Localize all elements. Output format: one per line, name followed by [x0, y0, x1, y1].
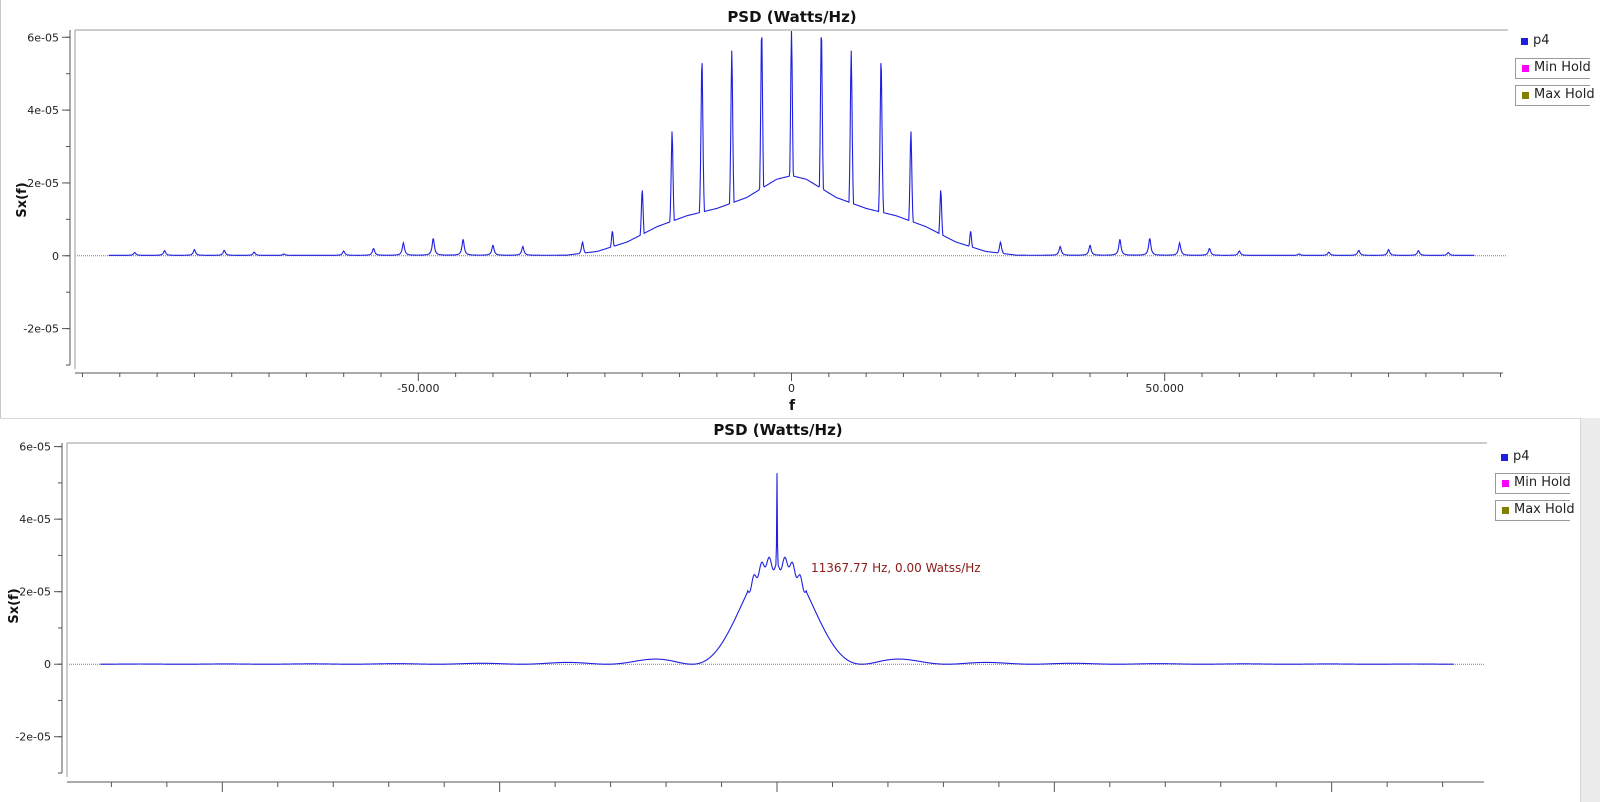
y-axis-label: Sx(f): [7, 588, 22, 623]
max-hold-swatch-icon: [1502, 507, 1509, 514]
x-tick-label: 0: [788, 382, 795, 395]
top-psd-panel: PSD (Watts/Hz) Sx(f) f -2e-05 0 2e-05 4e-05 6e-…: [0, 0, 1600, 418]
top-psd-chart[interactable]: PSD (Watts/Hz) Sx(f) f -2e-05 0 2e-05 4e-05 6e-…: [0, 0, 1600, 418]
y-axis-label: Sx(f): [15, 182, 30, 217]
y-tick-label: 6e-05: [27, 31, 59, 44]
legend-label: Max Hold: [1514, 502, 1575, 517]
legend-item-min-hold[interactable]: Min Hold: [1515, 58, 1591, 79]
legend-label: p4: [1533, 33, 1550, 48]
min-hold-swatch-icon: [1522, 65, 1529, 72]
panel-divider: [0, 418, 1580, 419]
p4-trace: [100, 473, 1454, 665]
chart-title: PSD (Watts/Hz): [713, 421, 842, 439]
legend-label: p4: [1513, 449, 1530, 464]
y-tick-label: 6e-05: [19, 441, 51, 454]
bottom-psd-chart[interactable]: PSD (Watts/Hz) Sx(f) -2e-05 0 2e-05 4e-05 6e-0…: [0, 418, 1580, 802]
y-tick-label: 4e-05: [27, 104, 59, 117]
p4-trace: [108, 30, 1475, 256]
p4-swatch-icon: [1501, 454, 1508, 461]
max-hold-swatch-icon: [1522, 92, 1529, 99]
panel-left-edge: [0, 0, 1, 418]
legend-item-p4[interactable]: p4: [1515, 32, 1589, 51]
chart-title: PSD (Watts/Hz): [727, 8, 856, 26]
bottom-psd-panel: PSD (Watts/Hz) Sx(f) -2e-05 0 2e-05 4e-05 6e-0…: [0, 418, 1600, 802]
legend-label: Min Hold: [1534, 60, 1591, 75]
x-tick-label: 50.000: [1145, 382, 1184, 395]
legend-item-min-hold[interactable]: Min Hold: [1495, 473, 1571, 494]
y-tick-label: -2e-05: [15, 731, 51, 744]
x-tick-label: -50.000: [397, 382, 439, 395]
y-tick-label: -2e-05: [23, 323, 59, 336]
legend-item-max-hold[interactable]: Max Hold: [1515, 85, 1595, 106]
y-tick-label: 4e-05: [19, 513, 51, 526]
legend-label: Min Hold: [1514, 475, 1571, 490]
y-tick-label: 0: [44, 658, 51, 671]
legend-item-p4[interactable]: p4: [1495, 448, 1569, 467]
x-axis-label: f: [789, 398, 796, 414]
vertical-scrollbar[interactable]: [1580, 418, 1600, 802]
y-tick-label: 0: [52, 250, 59, 263]
p4-swatch-icon: [1521, 38, 1528, 45]
legend-item-max-hold[interactable]: Max Hold: [1495, 500, 1575, 521]
y-tick-label: 2e-05: [27, 177, 59, 190]
min-hold-swatch-icon: [1502, 480, 1509, 487]
legend-label: Max Hold: [1534, 87, 1595, 102]
marker-readout: 11367.77 Hz, 0.00 Watss/Hz: [811, 561, 981, 575]
y-tick-label: 2e-05: [19, 586, 51, 599]
